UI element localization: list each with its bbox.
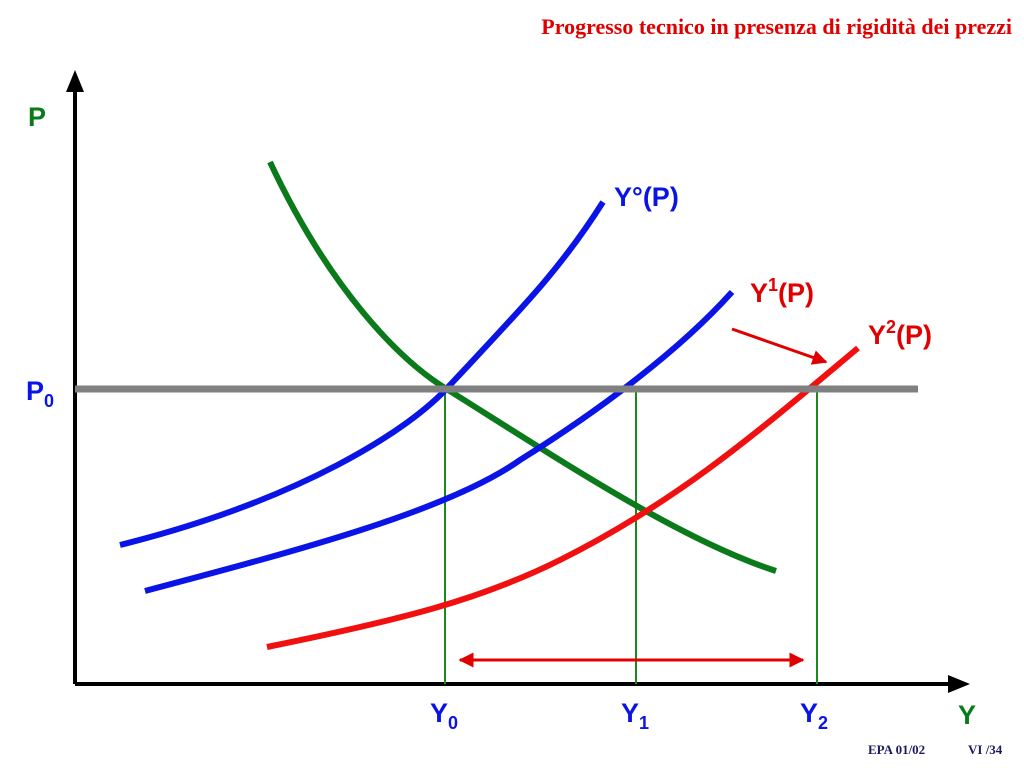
demand-curve (267, 160, 777, 574)
label-sub: 1 (639, 713, 649, 733)
label-rest: (P) (896, 320, 932, 350)
label-base: Y (750, 278, 768, 308)
footer-right: VI /34 (968, 742, 1003, 757)
footer-left: EPA 01/02 (868, 742, 925, 757)
label-sub: 2 (818, 713, 828, 733)
title: Progresso tecnico in presenza di rigidit… (541, 14, 1012, 39)
label-sup: 2 (886, 317, 896, 337)
supply-curve-1 (144, 289, 735, 594)
shift-arrow (731, 327, 828, 365)
supply-curve-2 (266, 345, 860, 650)
y-arrow (66, 70, 84, 92)
supply-curve-0 (119, 200, 606, 548)
x-arrow (948, 675, 970, 693)
p0-label: P0 (26, 376, 54, 411)
curve-label: Y2(P) (868, 317, 932, 350)
y0-label: Y0 (430, 698, 458, 733)
y1-label: Y1 (621, 698, 649, 733)
label-rest: (P) (643, 182, 679, 212)
x-axis-label: Y (958, 700, 976, 730)
label-sub: 0 (44, 391, 54, 411)
label-base: Y (800, 698, 818, 728)
label-base: Y (430, 698, 448, 728)
label-base: Y (621, 698, 639, 728)
curve-label: Y°(P) (614, 182, 679, 212)
curve-label: Y1(P) (750, 275, 814, 308)
y-axis-label: P (28, 102, 46, 132)
label-sub: 0 (448, 713, 458, 733)
y2-label: Y2 (800, 698, 828, 733)
label-base: P (26, 376, 44, 406)
label-base: Y° (614, 182, 643, 212)
label-base: Y (868, 320, 886, 350)
label-sup: 1 (768, 275, 778, 295)
label-rest: (P) (778, 278, 814, 308)
